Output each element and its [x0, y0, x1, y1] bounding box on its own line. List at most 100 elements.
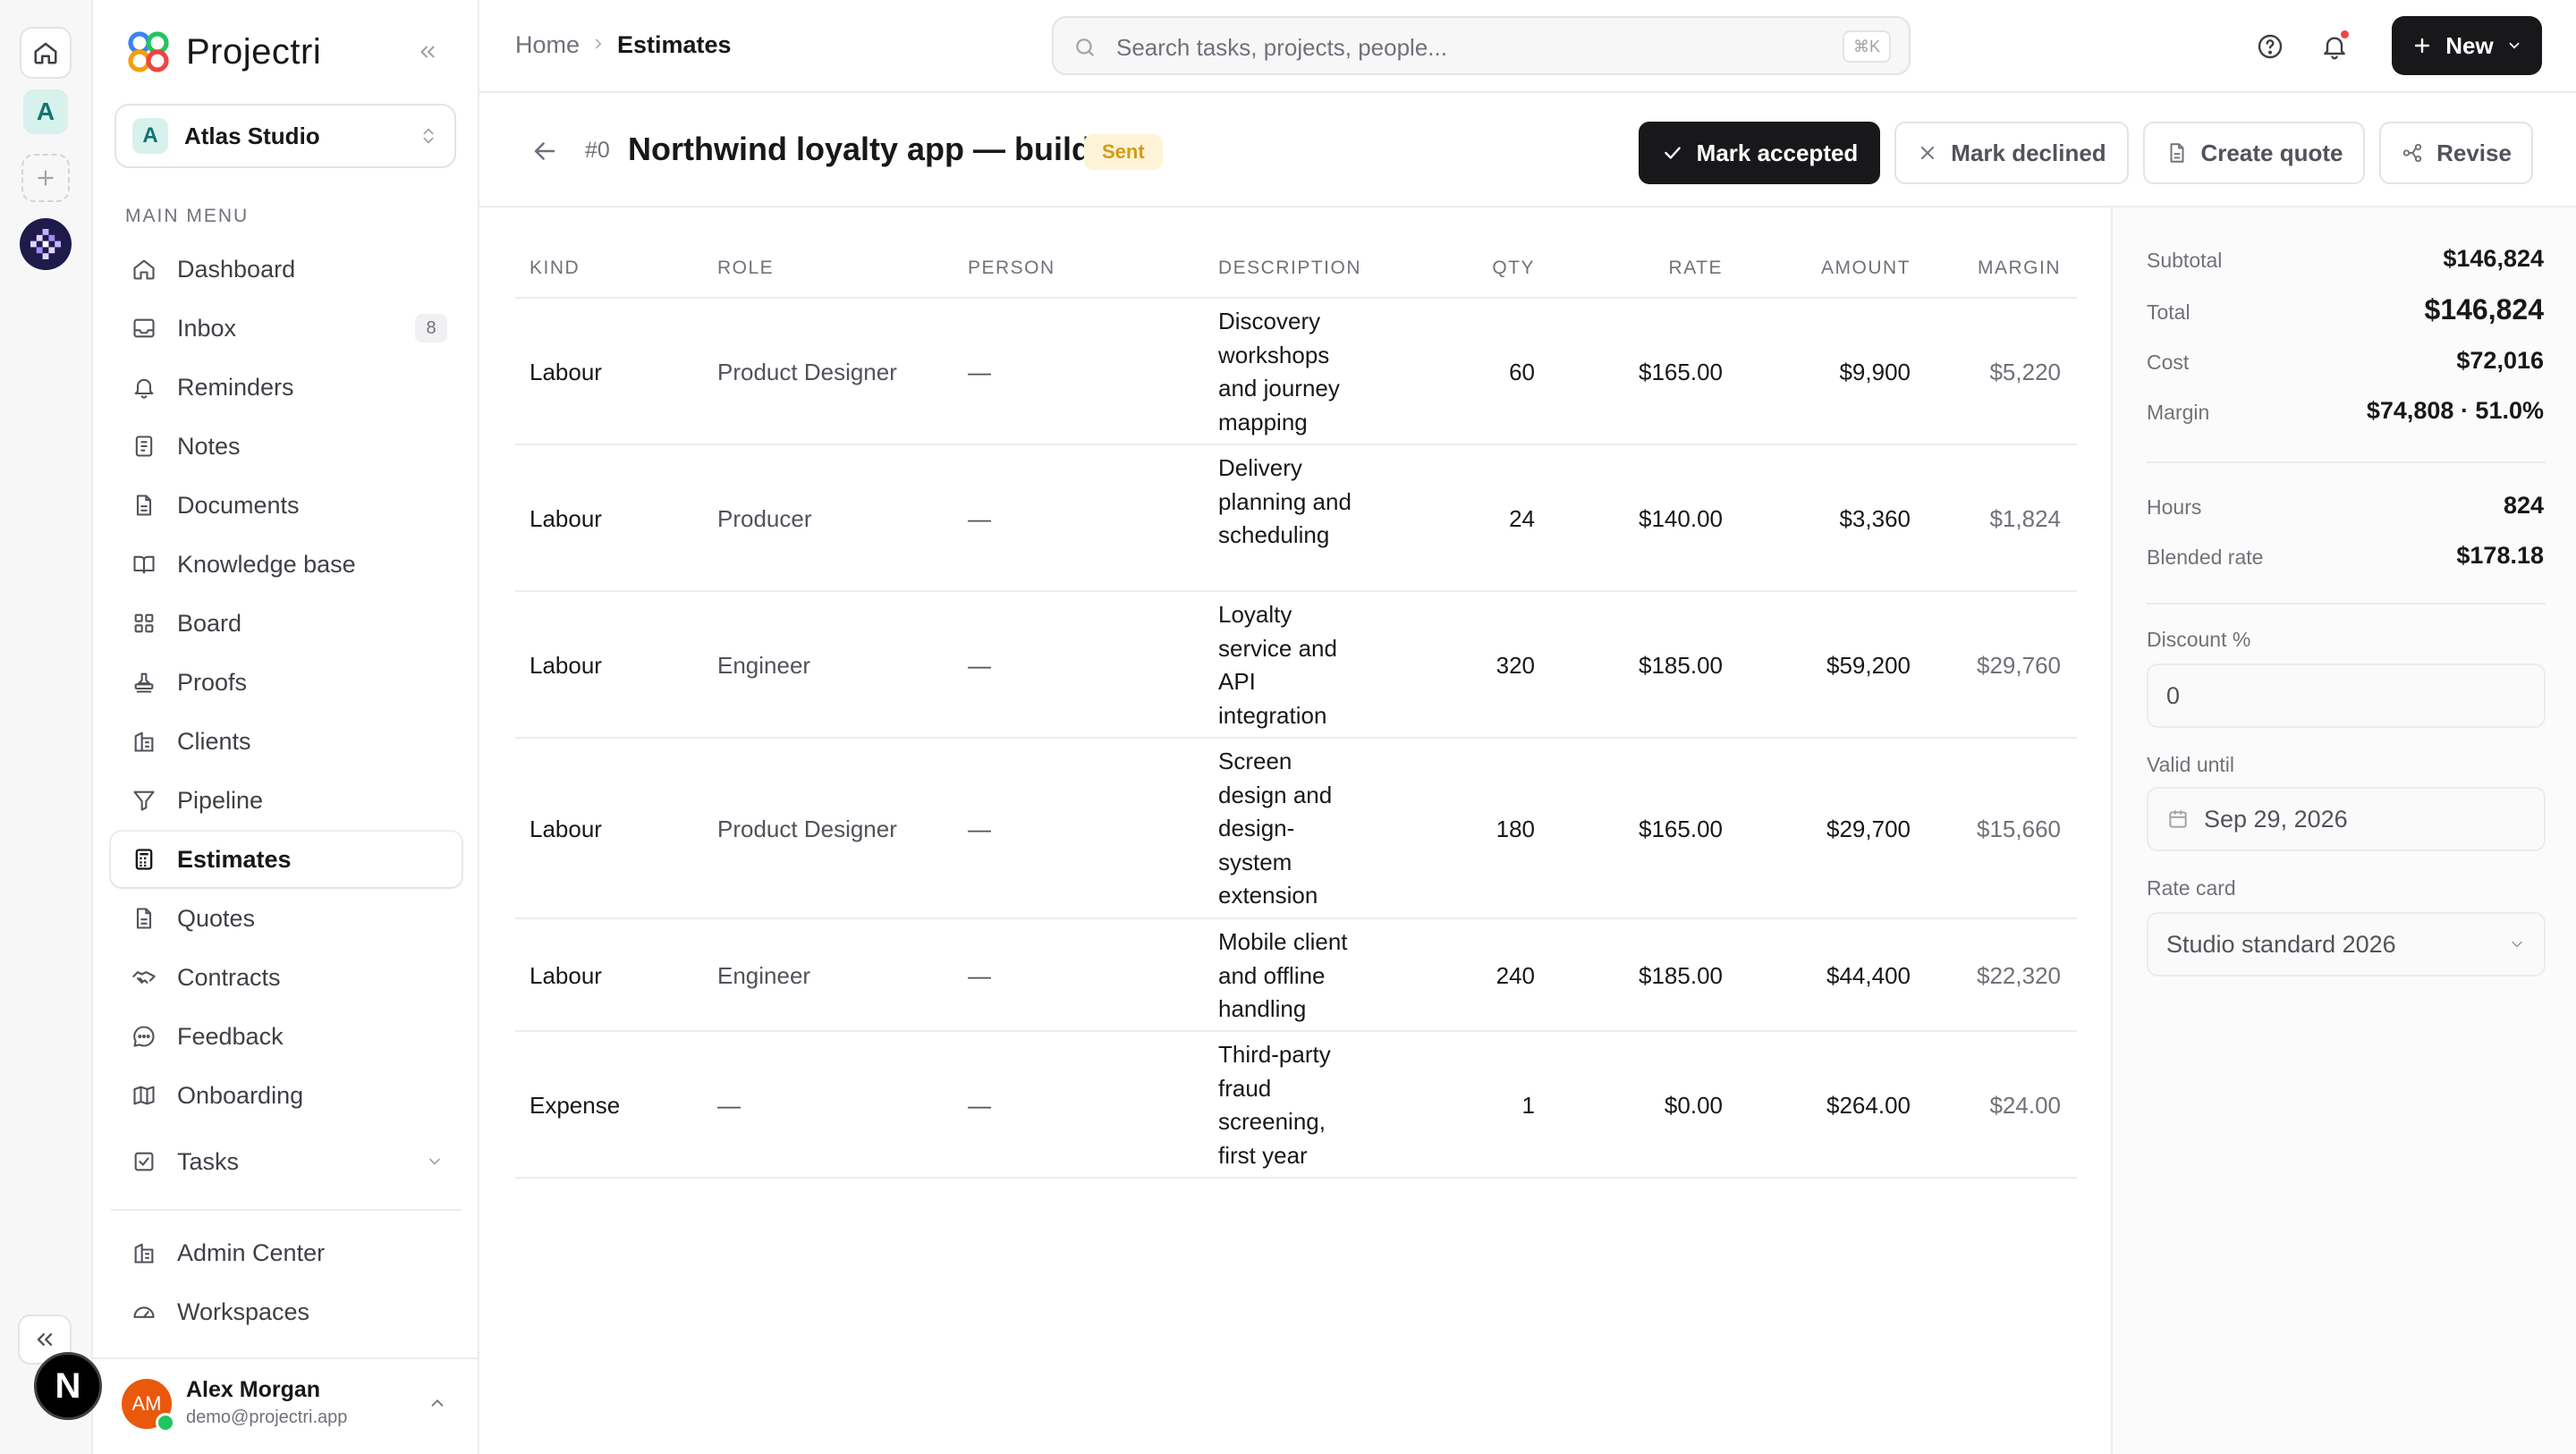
- table-row[interactable]: Labour Product Designer — Screen design and…: [515, 737, 2077, 917]
- column-header-amount: AMOUNT: [1821, 258, 1911, 278]
- sidebar-item-board[interactable]: Board: [111, 596, 462, 651]
- search-bar[interactable]: Search tasks, projects, people... ⌘K: [1052, 16, 1911, 75]
- cell-qty: 1: [1521, 1092, 1535, 1119]
- rail-home-button[interactable]: [20, 27, 72, 79]
- sidebar-item-label: Inbox: [177, 314, 237, 342]
- table-row[interactable]: Labour Producer — Delivery planning and sch…: [515, 444, 2077, 590]
- cell-rate: $165.00: [1639, 359, 1723, 385]
- sidebar-item-quotes[interactable]: Quotes: [111, 891, 462, 946]
- rail-collapse-button[interactable]: [18, 1315, 72, 1365]
- cell-person: —: [968, 359, 991, 385]
- table-row[interactable]: Expense — — Third-party fraud screening, fi…: [515, 1030, 2077, 1177]
- pixel-logo-icon: [30, 229, 61, 259]
- cell-qty: 60: [1509, 359, 1535, 385]
- workspace-switcher[interactable]: A Atlas Studio: [114, 104, 456, 168]
- search-shortcut-hint: ⌘K: [1842, 30, 1891, 63]
- sidebar-item-onboarding[interactable]: Onboarding: [111, 1068, 462, 1123]
- breadcrumb-home[interactable]: Home: [515, 31, 580, 58]
- sidebar-item-clients[interactable]: Clients: [111, 714, 462, 769]
- cell-kind: Labour: [530, 962, 602, 989]
- table-row[interactable]: Labour Engineer — Mobile client and offline…: [515, 917, 2077, 1030]
- sidebar-item-tasks[interactable]: Tasks: [111, 1134, 462, 1189]
- valid-until-value: Sep 29, 2026: [2204, 805, 2348, 833]
- mark-accepted-button[interactable]: Mark accepted: [1639, 122, 1880, 184]
- cell-role: Product Designer: [717, 816, 897, 842]
- search-input[interactable]: Search tasks, projects, people...: [1116, 34, 1447, 61]
- checkbox-icon: [131, 1148, 157, 1175]
- board-icon: [131, 610, 157, 637]
- table-row[interactable]: Labour Engineer — Loyalty service and API i…: [515, 590, 2077, 737]
- sidebar-item-estimates[interactable]: Estimates: [111, 832, 462, 887]
- sidebar-item-label: Feedback: [177, 1022, 284, 1050]
- column-header-qty: QTY: [1492, 258, 1535, 278]
- brand[interactable]: Projectri: [123, 27, 321, 77]
- column-header-kind: KIND: [530, 258, 580, 278]
- sidebar-item-documents[interactable]: Documents: [111, 478, 462, 533]
- cost-value: $72,016: [2456, 347, 2544, 374]
- column-header-person: PERSON: [968, 258, 1055, 278]
- new-button-label: New: [2445, 31, 2494, 59]
- sidebar-item-notes[interactable]: Notes: [111, 418, 462, 474]
- cell-margin: $22,320: [1977, 962, 2061, 989]
- close-icon: [1921, 147, 1935, 159]
- notifications-button[interactable]: [2315, 27, 2354, 66]
- search-icon: [1073, 36, 1097, 59]
- rate-card-value: Studio standard 2026: [2166, 930, 2396, 958]
- cell-description: Screen design and design-system extensio…: [1218, 748, 1333, 909]
- mark-accepted-label: Mark accepted: [1696, 139, 1859, 166]
- sidebar-item-knowledge-base[interactable]: Knowledge base: [111, 537, 462, 592]
- cell-amount: $9,900: [1839, 359, 1911, 385]
- sidebar-item-label: Tasks: [177, 1147, 240, 1175]
- cell-margin: $1,824: [1989, 505, 2061, 532]
- framework-dev-badge[interactable]: N: [34, 1352, 102, 1420]
- inbox-count-badge: 8: [415, 314, 447, 342]
- valid-until-date-picker[interactable]: Sep 29, 2026: [2147, 787, 2546, 851]
- discount-input[interactable]: 0: [2147, 664, 2546, 728]
- summary-panel: Subtotal $146,824 Total $146,824 Cost $7…: [2111, 207, 2576, 1454]
- sidebar-collapse-button[interactable]: [411, 36, 444, 68]
- column-header-role: ROLE: [717, 258, 775, 278]
- help-button[interactable]: [2250, 27, 2290, 66]
- sidebar-item-workspaces[interactable]: Workspaces: [111, 1284, 462, 1340]
- building-icon: [131, 728, 157, 755]
- rail-app-logo[interactable]: [20, 218, 72, 270]
- rate-card-select[interactable]: Studio standard 2026: [2147, 912, 2546, 976]
- rail-add-workspace-button[interactable]: [21, 154, 70, 202]
- sidebar-item-label: Notes: [177, 432, 241, 460]
- sidebar-item-admin-center[interactable]: Admin Center: [111, 1225, 462, 1281]
- calendar-icon: [2169, 810, 2187, 828]
- mark-declined-button[interactable]: Mark declined: [1894, 122, 2129, 184]
- revise-label: Revise: [2436, 139, 2512, 166]
- cell-margin: $24.00: [1989, 1092, 2061, 1119]
- cell-person: —: [968, 652, 991, 679]
- user-name: Alex Morgan: [186, 1377, 321, 1402]
- sidebar-item-dashboard[interactable]: Dashboard: [111, 241, 462, 297]
- breadcrumb-current: Estimates: [617, 31, 732, 58]
- status-badge: Sent: [1084, 134, 1163, 170]
- sidebar-item-inbox[interactable]: Inbox 8: [111, 300, 462, 356]
- cell-amount: $44,400: [1826, 962, 1911, 989]
- sidebar-item-contracts[interactable]: Contracts: [111, 950, 462, 1005]
- rail-workspace-avatar[interactable]: A: [23, 89, 68, 134]
- revise-button[interactable]: Revise: [2379, 122, 2533, 184]
- cell-role: Engineer: [717, 652, 811, 679]
- new-button[interactable]: New: [2392, 16, 2542, 75]
- discount-value: 0: [2166, 681, 2181, 709]
- user-menu[interactable]: AM Alex Morgan demo@projectri.app: [93, 1357, 479, 1454]
- home-icon: [34, 42, 57, 64]
- create-quote-button[interactable]: Create quote: [2143, 122, 2365, 184]
- margin-value: $74,808 · 51.0%: [2366, 397, 2544, 424]
- table-row[interactable]: Labour Product Designer — Discovery worksho…: [515, 297, 2077, 444]
- sidebar-item-label: Dashboard: [177, 255, 296, 283]
- brand-name: Projectri: [186, 31, 322, 72]
- sidebar-item-pipeline[interactable]: Pipeline: [111, 773, 462, 828]
- sidebar-item-proofs[interactable]: Proofs: [111, 655, 462, 710]
- cell-kind: Labour: [530, 652, 602, 679]
- table-header: KIND ROLE PERSON DESCRIPTION QTY RATE AM…: [515, 258, 2077, 297]
- cell-description: Loyalty service and API integration: [1218, 601, 1337, 729]
- document-icon: [131, 905, 157, 932]
- sidebar-item-feedback[interactable]: Feedback: [111, 1009, 462, 1064]
- cell-qty: 320: [1496, 652, 1535, 679]
- sidebar-item-reminders[interactable]: Reminders: [111, 359, 462, 415]
- back-button[interactable]: [530, 136, 560, 166]
